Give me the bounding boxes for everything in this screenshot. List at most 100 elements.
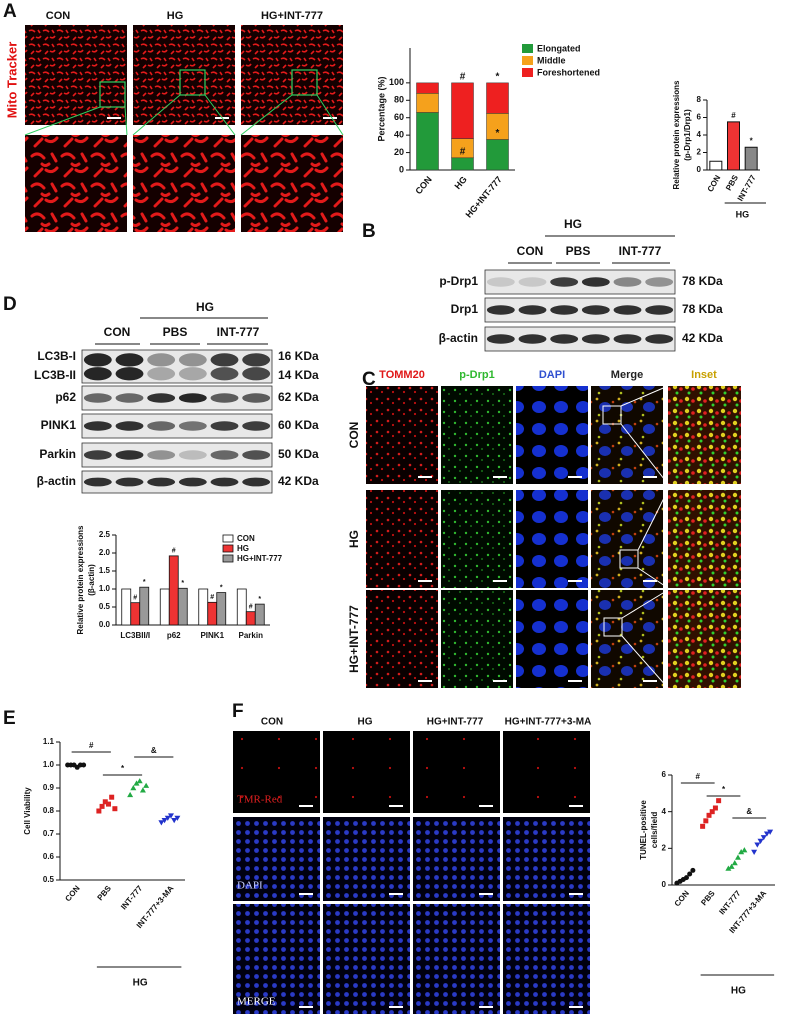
point	[767, 829, 774, 835]
annotation: *	[181, 580, 184, 587]
point	[167, 813, 174, 819]
y-axis-label: (β-actin)	[87, 564, 96, 596]
band	[147, 393, 176, 403]
scale-bar	[493, 580, 507, 582]
band	[147, 477, 176, 487]
y-tick-label: 8	[697, 95, 702, 104]
zoom-line	[621, 589, 669, 619]
point	[136, 778, 143, 784]
band	[486, 277, 515, 287]
micrograph	[366, 490, 438, 588]
bar	[744, 146, 758, 171]
row-label: LC3B-II	[34, 368, 76, 382]
micrograph	[233, 731, 320, 813]
row-label: TMR-Red	[237, 794, 283, 806]
column-label: CON	[46, 10, 71, 22]
row-label: MERGE	[237, 996, 276, 1008]
micrograph	[413, 817, 500, 901]
bar	[254, 603, 265, 626]
scale-bar	[418, 680, 432, 682]
bar	[159, 588, 170, 626]
point	[143, 782, 150, 788]
band	[115, 477, 144, 487]
scale-bar	[479, 893, 493, 895]
row-label: HG+INT-777	[347, 605, 361, 673]
y-tick-label: 0.5	[99, 602, 111, 611]
micrograph	[241, 135, 343, 232]
column-label: INT-777	[619, 244, 662, 258]
x-tick-label: PINK1	[200, 631, 224, 640]
y-tick-label: 2.0	[99, 548, 111, 557]
x-tick-label: INT-777	[717, 888, 743, 916]
scale-bar	[479, 1006, 493, 1008]
micrograph	[413, 904, 500, 1014]
row-label: p62	[55, 390, 76, 404]
y-tick-label: 0.6	[43, 852, 55, 861]
scale-bar	[299, 893, 313, 895]
y-tick-label: 0.7	[43, 829, 55, 838]
band	[550, 305, 579, 315]
micrograph	[503, 731, 590, 813]
point	[109, 794, 115, 800]
scale-bar	[418, 580, 432, 582]
scale-bar	[643, 580, 657, 582]
size-label: 60 KDa	[278, 418, 319, 432]
micrograph	[591, 590, 663, 688]
band	[486, 334, 515, 344]
scale-bar	[643, 680, 657, 682]
point	[760, 835, 767, 841]
legend-swatch	[522, 68, 533, 77]
point	[757, 838, 764, 844]
band	[83, 477, 112, 487]
y-tick-label: 80	[394, 95, 404, 105]
y-tick-label: 60	[394, 112, 404, 122]
micrograph	[503, 817, 590, 901]
band	[147, 450, 176, 460]
scale-bar	[389, 805, 403, 807]
band	[147, 421, 176, 431]
column-label: CON	[261, 717, 283, 728]
panel-letter: E	[3, 708, 16, 729]
micrograph	[591, 386, 663, 484]
band	[486, 305, 515, 315]
annotation: *	[722, 785, 726, 794]
point	[700, 823, 706, 829]
y-tick-label: 0.5	[43, 875, 55, 884]
band	[210, 477, 239, 487]
legend-label: Elongated	[537, 43, 581, 53]
micrograph	[591, 490, 663, 588]
column-label: p-Drp1	[459, 369, 494, 381]
blot	[81, 442, 273, 468]
legend-swatch	[522, 44, 533, 53]
band	[613, 305, 642, 315]
annotation: &	[746, 807, 752, 816]
band	[83, 421, 112, 431]
micrograph	[133, 135, 235, 232]
blot	[484, 297, 676, 323]
point	[99, 803, 105, 809]
y-tick-label: 0.8	[43, 806, 55, 815]
scale-bar	[323, 117, 337, 119]
blot	[484, 326, 676, 352]
band	[242, 477, 271, 487]
size-label: 50 KDa	[278, 447, 319, 461]
point	[731, 860, 738, 866]
size-label: 78 KDa	[682, 302, 723, 316]
micrograph	[516, 490, 588, 588]
bar	[177, 587, 188, 626]
scale-bar	[299, 805, 313, 807]
panel-letter: A	[3, 1, 17, 22]
band	[178, 367, 207, 381]
row-label: DAPI	[237, 880, 263, 892]
bar	[709, 160, 723, 171]
band	[178, 353, 207, 367]
band	[178, 421, 207, 431]
point	[741, 847, 748, 853]
band	[115, 367, 144, 381]
x-tick-label: HG+INT-777	[464, 174, 504, 219]
point	[725, 865, 732, 871]
x-tick-label: LC3BII/I	[120, 631, 150, 640]
x-tick-label: CON	[706, 173, 723, 193]
y-axis-label: (p-Drp1/Drp1)	[683, 109, 692, 161]
blot	[81, 413, 273, 439]
